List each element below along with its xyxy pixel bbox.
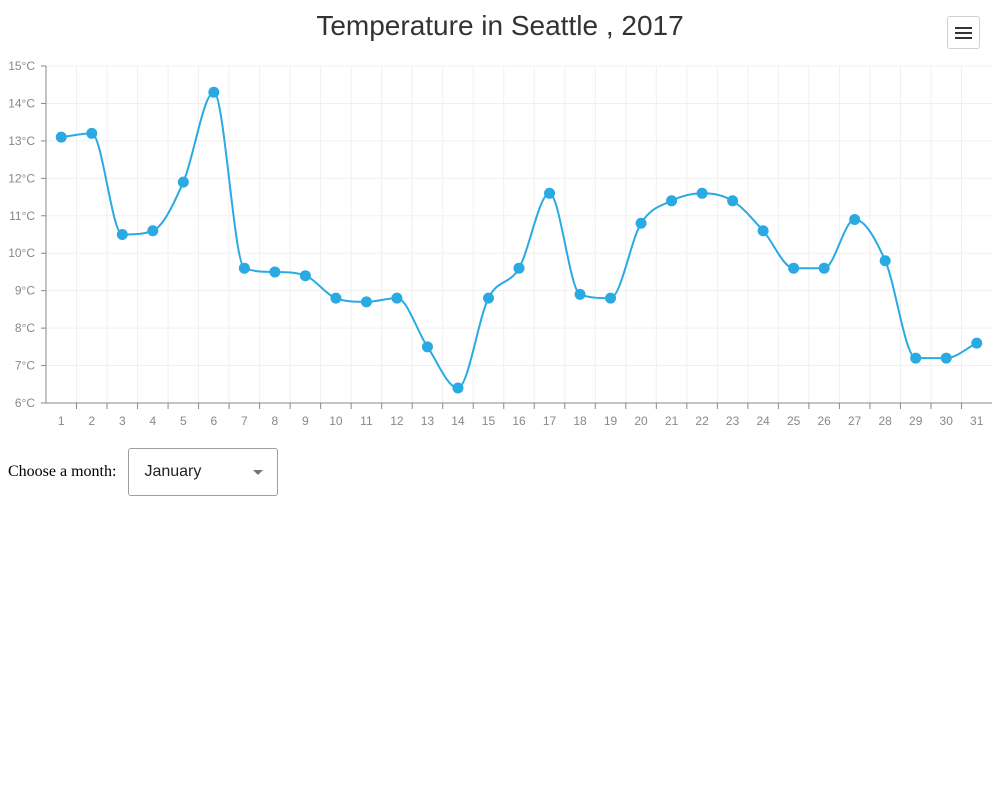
y-tick-label: 6°C xyxy=(15,396,35,410)
data-point[interactable] xyxy=(421,341,433,353)
hamburger-menu-icon-line xyxy=(955,31,972,34)
x-tick-label: 22 xyxy=(695,414,709,428)
y-tick-label: 7°C xyxy=(15,359,35,373)
x-tick-label: 1 xyxy=(58,414,65,428)
data-point[interactable] xyxy=(879,255,891,267)
x-tick-label: 30 xyxy=(940,414,954,428)
data-point[interactable] xyxy=(818,262,830,274)
axes: 6°C7°C8°C9°C10°C11°C12°C13°C14°C15°C1 2 3 4… xyxy=(8,59,992,428)
x-tick-label: 14 xyxy=(451,414,465,428)
data-point[interactable] xyxy=(86,127,98,139)
x-tick-label: 11 xyxy=(360,414,373,428)
chart-menu-button[interactable] xyxy=(947,16,980,49)
x-tick-label: 28 xyxy=(879,414,893,428)
data-point[interactable] xyxy=(788,262,800,274)
x-tick-label: 27 xyxy=(848,414,862,428)
x-tick-label: 21 xyxy=(665,414,679,428)
x-tick-label: 3 xyxy=(119,414,126,428)
x-tick-label: 6 xyxy=(210,414,217,428)
series xyxy=(55,86,983,394)
data-point[interactable] xyxy=(727,195,739,207)
hamburger-menu-icon-line xyxy=(955,36,972,39)
hamburger-menu-icon xyxy=(955,26,972,29)
x-tick-label: 29 xyxy=(909,414,923,428)
y-tick-label: 10°C xyxy=(8,246,35,260)
x-tick-label: 12 xyxy=(390,414,404,428)
chevron-down-icon xyxy=(253,470,264,475)
x-tick-label: 8 xyxy=(272,414,279,428)
x-tick-label: 13 xyxy=(421,414,435,428)
data-point[interactable] xyxy=(238,262,250,274)
y-tick-label: 9°C xyxy=(15,284,35,298)
data-point[interactable] xyxy=(513,262,525,274)
data-point[interactable] xyxy=(757,225,769,237)
x-tick-label: 24 xyxy=(756,414,770,428)
x-tick-label: 18 xyxy=(573,414,587,428)
data-point[interactable] xyxy=(910,352,922,364)
data-point[interactable] xyxy=(940,352,952,364)
data-point[interactable] xyxy=(849,214,861,226)
data-point[interactable] xyxy=(55,131,67,143)
y-tick-label: 13°C xyxy=(8,134,35,148)
x-tick-label: 15 xyxy=(482,414,496,428)
x-tick-label: 4 xyxy=(149,414,156,428)
data-point[interactable] xyxy=(116,229,128,240)
data-point[interactable] xyxy=(971,337,983,349)
x-tick-label: 2 xyxy=(88,414,95,428)
data-point[interactable] xyxy=(299,270,311,282)
data-point[interactable] xyxy=(605,292,617,304)
data-point[interactable] xyxy=(147,225,159,237)
data-point[interactable] xyxy=(482,292,494,304)
x-tick-label: 31 xyxy=(970,414,984,428)
line-chart: 6°C7°C8°C9°C10°C11°C12°C13°C14°C15°C1 2 3 4… xyxy=(8,59,992,428)
x-tick-label: 20 xyxy=(634,414,648,428)
x-tick-label: 7 xyxy=(241,414,248,428)
data-point[interactable] xyxy=(452,382,464,394)
x-tick-label: 17 xyxy=(543,414,557,428)
data-point[interactable] xyxy=(269,266,281,278)
data-point[interactable] xyxy=(574,288,586,300)
x-tick-label: 26 xyxy=(817,414,831,428)
y-tick-label: 11°C xyxy=(9,209,35,223)
data-point[interactable] xyxy=(666,195,678,207)
y-tick-label: 12°C xyxy=(8,171,35,185)
month-select-value: January xyxy=(144,463,202,480)
month-select[interactable]: January xyxy=(128,448,279,496)
month-selector-label: Choose a month: xyxy=(8,463,117,480)
data-point[interactable] xyxy=(635,217,647,229)
y-tick-label: 14°C xyxy=(8,96,35,110)
x-tick-label: 16 xyxy=(512,414,526,428)
grid xyxy=(46,65,992,403)
data-point[interactable] xyxy=(391,292,403,304)
chart-title: Temperature in Seattle , 2017 xyxy=(316,10,684,41)
data-point[interactable] xyxy=(360,296,372,308)
data-point[interactable] xyxy=(208,86,220,98)
x-tick-label: 23 xyxy=(726,414,740,428)
y-tick-label: 15°C xyxy=(8,59,35,73)
x-tick-label: 19 xyxy=(604,414,618,428)
month-selector-row: Choose a month: January xyxy=(8,448,279,496)
x-tick-label: 5 xyxy=(180,414,187,428)
data-point[interactable] xyxy=(696,187,708,199)
x-tick-label: 10 xyxy=(329,414,343,428)
data-point[interactable] xyxy=(177,176,189,188)
data-point[interactable] xyxy=(330,292,342,304)
x-tick-label: 25 xyxy=(787,414,801,428)
x-tick-label: 9 xyxy=(302,414,309,428)
data-point[interactable] xyxy=(544,187,556,199)
y-tick-label: 8°C xyxy=(15,321,35,335)
